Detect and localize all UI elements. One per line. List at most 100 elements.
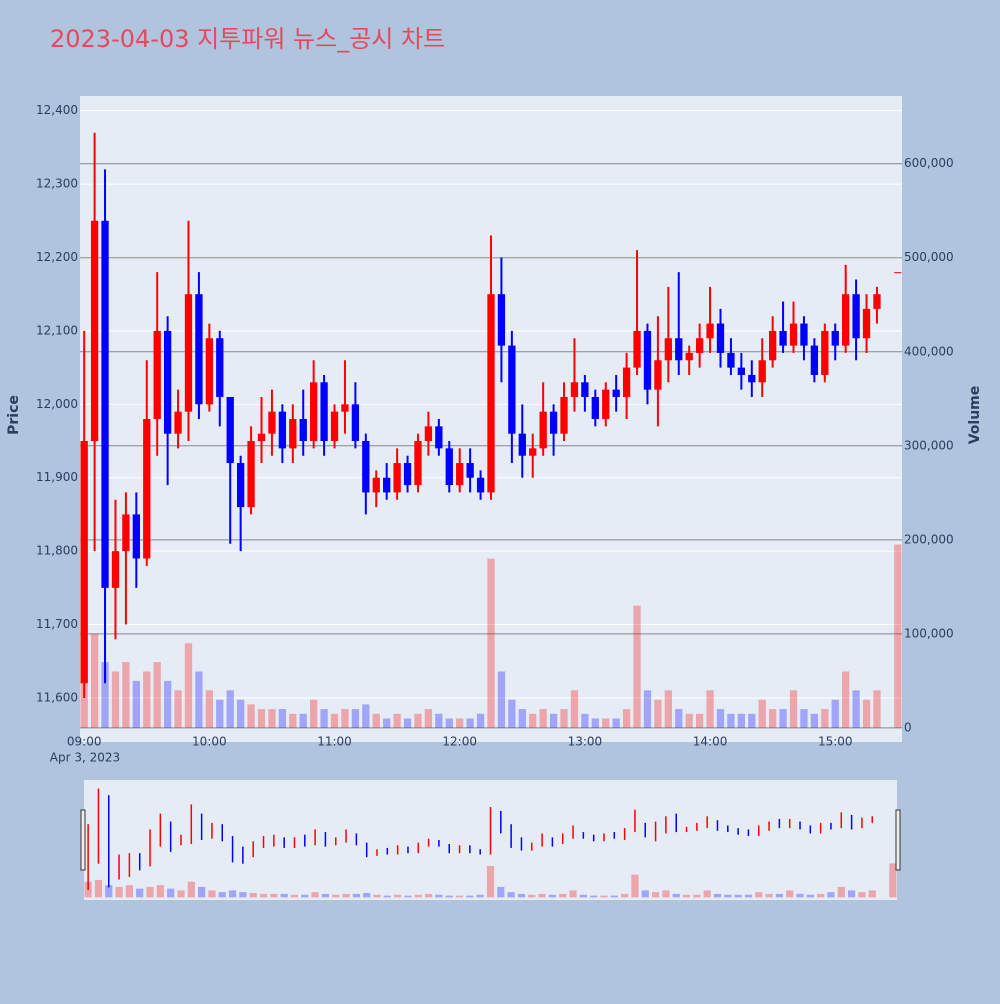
volume-bar [383, 718, 391, 728]
slider-volume-bar [311, 892, 319, 898]
volume-bar [664, 690, 672, 728]
slider-volume-bar [528, 894, 536, 898]
slider-volume-bar [136, 888, 144, 898]
volume-bar [487, 558, 495, 728]
volume-bar [403, 718, 412, 728]
candle-body [289, 419, 297, 449]
candle-body [435, 426, 443, 449]
candle-body [216, 338, 224, 397]
candle-body [768, 330, 777, 361]
slider-volume-bar [424, 893, 433, 898]
x-tick-label: 10:00 [192, 735, 227, 749]
slider-volume-bar [682, 894, 691, 898]
y-tick-label: 12,200 [36, 250, 78, 264]
volume-bar [184, 643, 193, 728]
slider-volume-bar [858, 892, 866, 898]
volume-bar [800, 709, 808, 728]
volume-bar [122, 662, 130, 728]
volume-bar [445, 718, 453, 728]
volume-bar [529, 713, 537, 728]
slider-volume-bar [662, 890, 670, 898]
slider-volume-bar [146, 886, 154, 898]
slider-volume-bar [301, 894, 309, 898]
candle-body [591, 396, 599, 419]
volume-bar [675, 709, 683, 728]
y2-tick-label: 500,000 [904, 250, 954, 264]
volume-bar [539, 709, 547, 728]
volume-bar [226, 690, 234, 728]
volume-bar [685, 713, 693, 728]
candle-body [497, 294, 506, 346]
candle-body [852, 294, 860, 339]
volume-bar [842, 671, 850, 728]
slider-volume-bar [198, 886, 206, 898]
volume-bar [372, 713, 380, 728]
candle-body [341, 404, 349, 412]
slider-volume-bar [672, 893, 680, 898]
volume-bar [862, 699, 871, 728]
volume-bar [289, 713, 297, 728]
x-tick-label: 14:00 [693, 735, 728, 749]
slider-volume-bar [827, 892, 835, 898]
slider-volume-bar [765, 893, 773, 898]
candle-body [779, 330, 787, 346]
candle-body [685, 352, 693, 361]
slider-volume-bar [631, 874, 639, 898]
candle-body [727, 352, 735, 368]
candle-body [529, 448, 537, 456]
candle-body [675, 338, 683, 361]
candle-body [351, 404, 360, 442]
slider-volume-bar [579, 894, 587, 898]
candle-body [508, 345, 516, 434]
volume-bar [768, 709, 777, 728]
slider-volume-bar [713, 893, 722, 898]
slider-volume-bar [373, 894, 381, 898]
volume-bar [424, 709, 433, 728]
y2-tick-label: 400,000 [904, 344, 954, 358]
slider-volume-bar [548, 894, 557, 898]
slider-volume-bar [651, 892, 660, 898]
candle-body [153, 330, 161, 419]
candle-body [330, 411, 339, 442]
volume-bar [163, 680, 172, 728]
volume-bar [132, 680, 140, 728]
candle-body [862, 308, 871, 339]
slider-volume-bar [466, 895, 474, 898]
slider-volume-bar [259, 893, 268, 898]
x-tick-label: 11:00 [317, 735, 352, 749]
volume-bar [299, 713, 307, 728]
slider-volume-bar [507, 892, 515, 898]
slider-volume-bar [156, 885, 164, 898]
volume-bar [268, 709, 276, 728]
x-tick-label: 15:00 [818, 735, 853, 749]
volume-bar [278, 709, 287, 728]
y-tick-label: 12,300 [36, 177, 78, 191]
candle-body [195, 294, 203, 405]
candle-body [184, 294, 193, 412]
slider-volume-bar [868, 890, 876, 898]
slider-volume-bar [786, 890, 794, 898]
slider-handle[interactable] [895, 809, 901, 871]
volume-bar [716, 709, 725, 728]
y2-tick-label: 0 [904, 720, 912, 734]
candle-body [894, 272, 902, 274]
slider-volume-bar [693, 894, 701, 898]
candle-body [549, 411, 558, 434]
slider-volume-bar [208, 890, 216, 898]
candle-body [80, 441, 88, 684]
candle-body [320, 382, 328, 442]
volume-bar [612, 718, 620, 728]
slider-handle[interactable] [80, 809, 86, 871]
volume-bar [706, 690, 714, 728]
candle-body [143, 419, 151, 559]
candle-body [393, 463, 401, 493]
volume-bar [414, 713, 422, 728]
slider-volume-bar [115, 886, 123, 898]
x-tick-label: 13:00 [568, 735, 603, 749]
slider-volume-bar [889, 863, 897, 898]
volume-bar [560, 709, 568, 728]
candle-body [205, 338, 214, 405]
candle-body [456, 463, 464, 486]
candle-body [278, 411, 287, 449]
